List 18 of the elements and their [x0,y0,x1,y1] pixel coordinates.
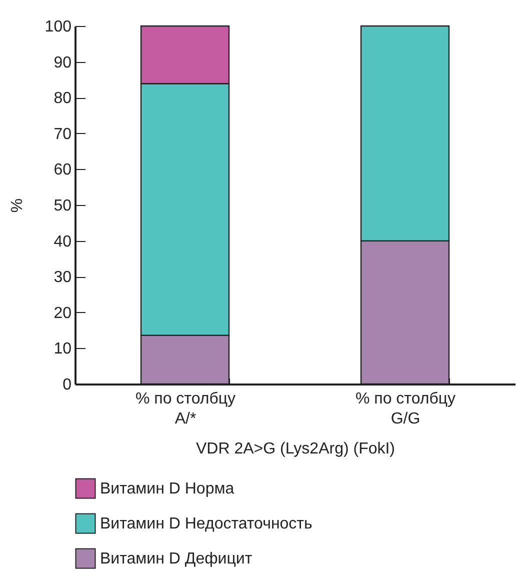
x-tick-label: % по столбцу G/G [355,390,456,428]
x-tick-label: % по столбцу A/* [135,390,236,428]
y-tick-label: 100 [44,18,72,36]
y-tick-label: 50 [54,198,72,214]
y-tick-label: 60 [54,162,72,179]
y-tick-label: 70 [54,126,72,143]
y-axis-title: % [8,198,26,213]
y-tick-label: 0 [62,376,72,394]
legend-label: Витамин D Недостаточность [100,516,312,532]
y-tick-label: 30 [54,269,72,286]
y-tick-label: 80 [54,90,72,108]
y-tick-label: 20 [54,304,72,322]
legend-label: Витамин D Дефицит [100,550,253,568]
y-tick-label: 90 [54,54,72,72]
x-axis-title: VDR 2A>G (Lys2Arg) (FokI) [196,440,396,458]
y-tick-label: 10 [54,340,72,358]
legend-label: Витамин D Норма [100,480,234,498]
y-tick-label: 40 [54,233,72,250]
